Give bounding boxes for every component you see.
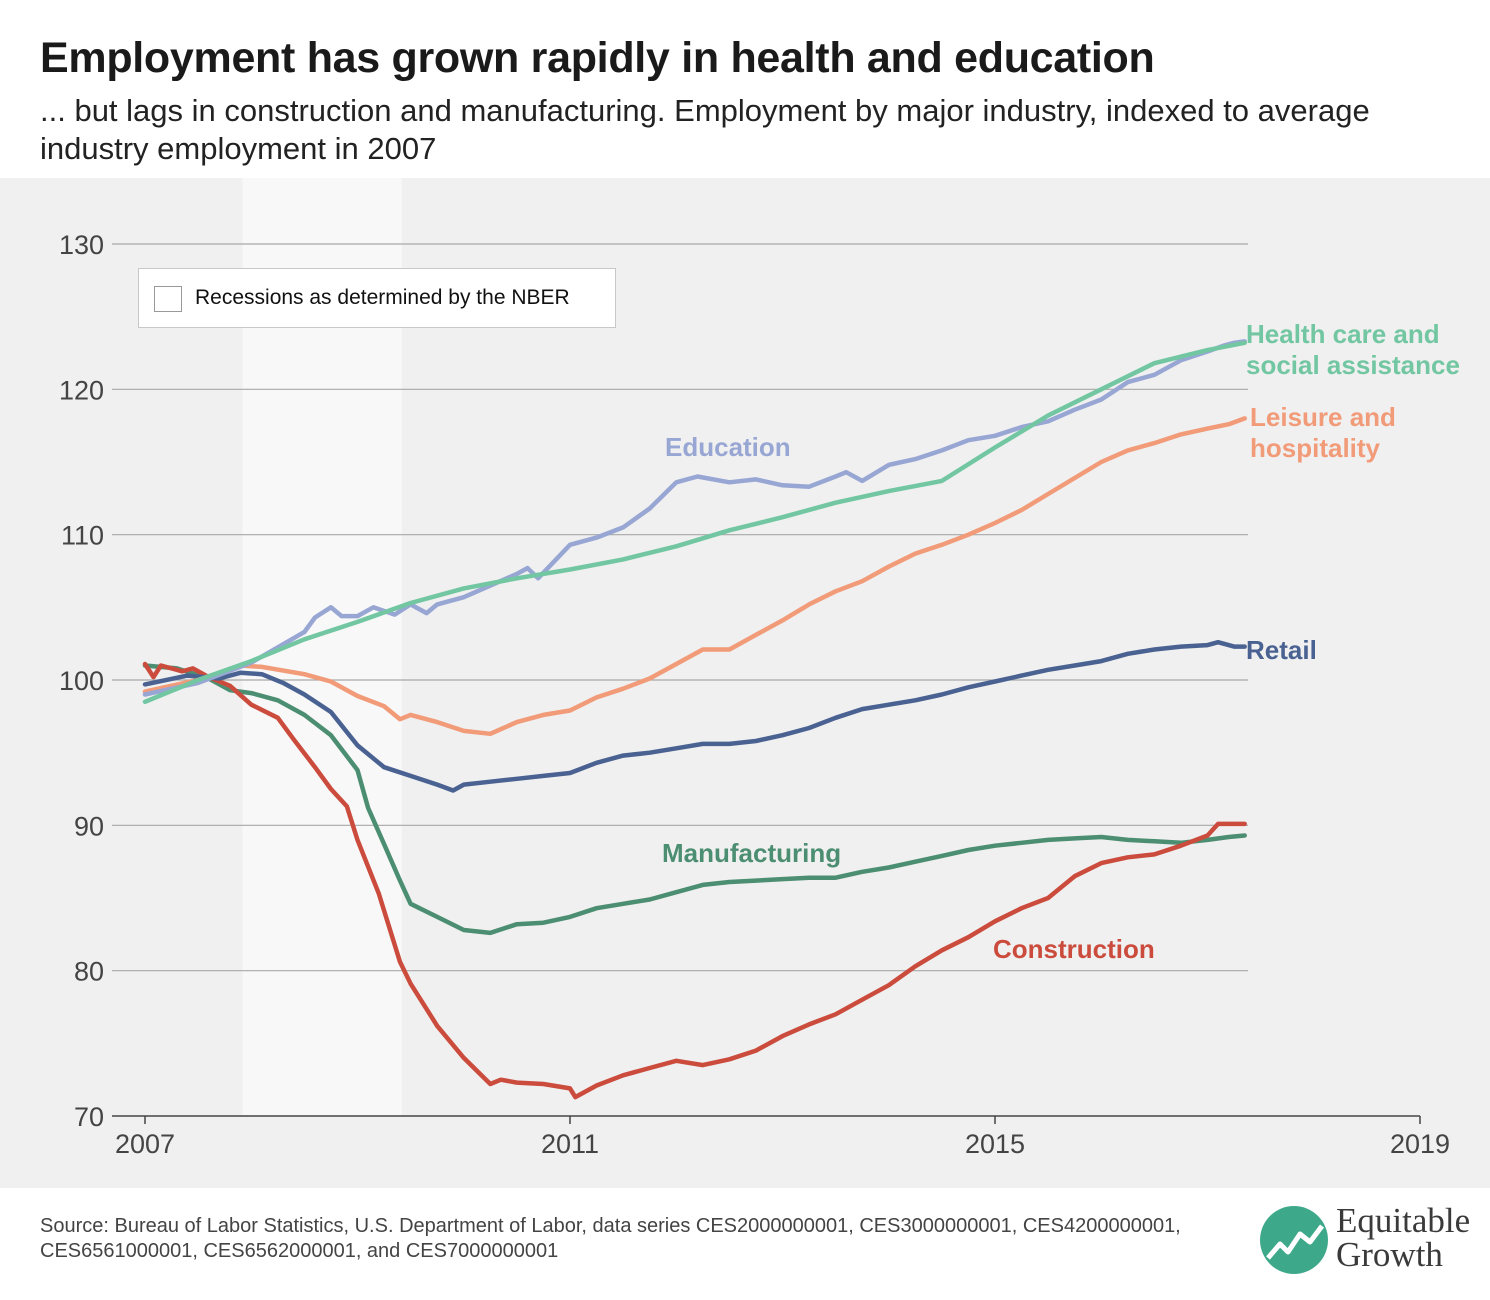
y-tick-label: 70 (74, 1102, 104, 1132)
logo-trend-icon (1266, 1224, 1324, 1260)
logo-text-line2: Growth (1336, 1235, 1443, 1274)
series-line-retail (142, 639, 1247, 793)
series-line-manufacturing (142, 663, 1247, 936)
y-tick-label: 90 (74, 811, 104, 841)
series-label-education: Education (665, 432, 791, 462)
series-label-health: social assistance (1246, 350, 1460, 380)
recession-band (242, 178, 402, 1116)
series-label-retail: Retail (1246, 635, 1317, 665)
y-tick-label: 130 (59, 230, 104, 260)
series-line-education (142, 339, 1247, 697)
chart-title: Employment has grown rapidly in health a… (40, 34, 1155, 82)
series-label-construction: Construction (993, 934, 1155, 964)
series-label-health: Health care and (1246, 319, 1440, 349)
recession-legend: Recessions as determined by the NBER (138, 268, 616, 328)
y-tick-label: 110 (61, 521, 104, 551)
chart-subtitle: ... but lags in construction and manufac… (40, 93, 1370, 166)
series-line-health (142, 340, 1247, 705)
y-tick-label: 100 (59, 666, 104, 696)
x-tick-label: 2011 (541, 1129, 599, 1159)
x-tick-label: 2015 (965, 1129, 1025, 1159)
footer (0, 1188, 1490, 1300)
logo-text: Equitable Growth (1336, 1201, 1471, 1274)
series-line-construction (142, 661, 1247, 1100)
logo-text-line1: Equitable (1336, 1201, 1471, 1240)
y-tick-label: 80 (74, 957, 104, 987)
x-tick-label: 2007 (115, 1129, 175, 1159)
series-label-leisure: Leisure and (1250, 402, 1396, 432)
series-label-leisure: hospitality (1250, 433, 1381, 463)
recession-legend-label: Recessions as determined by the NBER (195, 286, 570, 309)
series-line-leisure (142, 416, 1247, 737)
y-tick-label: 120 (59, 375, 104, 405)
x-tick-label: 2019 (1390, 1129, 1450, 1159)
equitable-growth-logo (1260, 1206, 1328, 1274)
recession-legend-swatch (154, 286, 182, 312)
series-label-manufacturing: Manufacturing (662, 838, 841, 868)
source-note: Source: Bureau of Labor Statistics, U.S.… (40, 1215, 1181, 1262)
